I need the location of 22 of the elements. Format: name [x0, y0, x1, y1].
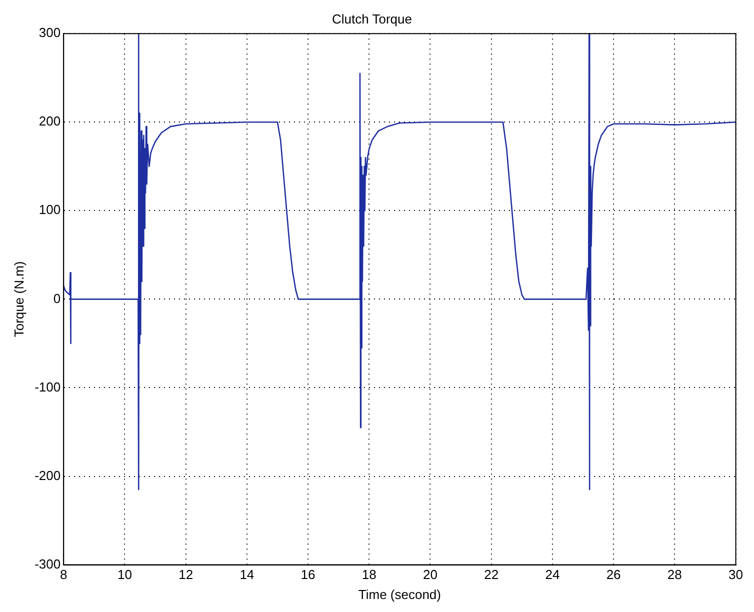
x-tick-label: 22	[484, 567, 499, 582]
y-axis-title: Torque (N.m)	[11, 261, 26, 338]
chart-title: Clutch Torque	[332, 11, 412, 26]
x-tick-label: 16	[300, 567, 316, 582]
y-tick-label: -300	[34, 556, 61, 572]
x-tick-label: 14	[240, 567, 254, 582]
y-tick-label: -200	[34, 468, 61, 483]
x-axis-title: Time (second)	[358, 586, 441, 602]
x-tick-label: 12	[178, 567, 194, 582]
x-tick-label: 20	[423, 567, 438, 582]
y-tick-label: 100	[38, 202, 61, 218]
y-tick-label: 0	[53, 290, 61, 306]
y-tick-label: 300	[38, 25, 61, 40]
x-tick-label: 18	[362, 567, 376, 582]
x-tick-label: 10	[117, 567, 132, 582]
y-tick-label: 200	[38, 114, 61, 129]
x-tick-label: 8	[60, 567, 68, 582]
x-tick-label: 30	[728, 567, 744, 582]
x-tick-label: 24	[545, 567, 560, 582]
x-tick-label: 26	[606, 567, 621, 582]
y-tick-label: -100	[34, 379, 61, 394]
x-tick-label: 28	[667, 567, 682, 582]
